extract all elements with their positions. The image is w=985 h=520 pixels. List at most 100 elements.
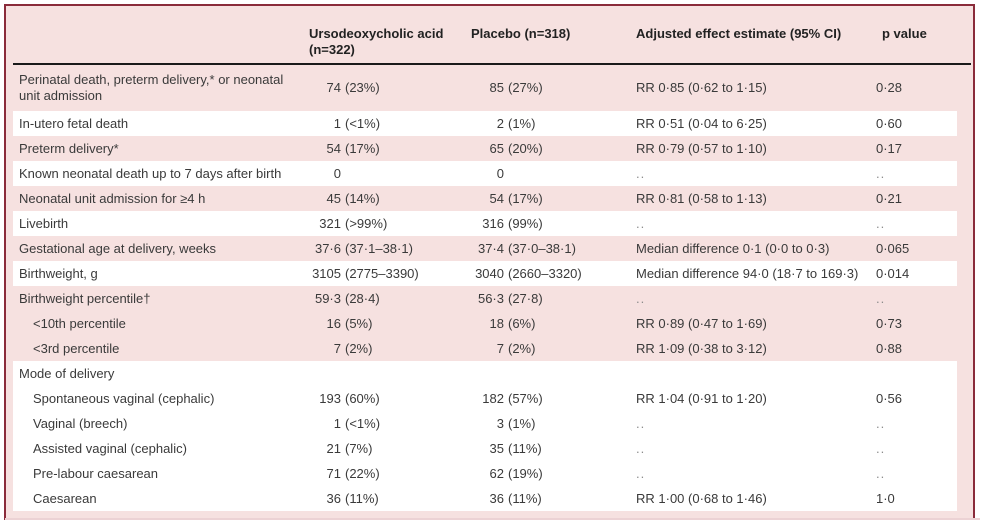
udca-value-number: 37·6 xyxy=(314,240,341,256)
placebo-value-detail: (2660–3320) xyxy=(508,265,582,281)
udca-value-detail: (60%) xyxy=(345,390,380,406)
table-row-cells: In-utero fetal death 1 (<1%) 2 (1%) RR 0·51 (… xyxy=(13,111,957,136)
udca-value-detail: (17%) xyxy=(345,140,380,156)
udca-value-number: 193 xyxy=(319,390,341,406)
p-value: .. xyxy=(876,165,886,181)
row-label: Gestational age at delivery, weeks xyxy=(19,240,217,256)
udca-value-detail: (7%) xyxy=(345,440,373,456)
effect-estimate-value: .. xyxy=(636,290,646,306)
row-label: Assisted vaginal (cephalic) xyxy=(33,440,187,456)
effect-estimate-value: RR 1·00 (0·68 to 1·46) xyxy=(636,490,767,506)
table-row: Neonatal unit admission for ≥4 h 45 (14%) 5… xyxy=(6,186,973,211)
udca-value-detail: (5%) xyxy=(345,315,373,331)
placebo-value-detail: (1%) xyxy=(508,115,536,131)
placebo-value-detail: (11%) xyxy=(508,440,542,456)
table-row-cells: Pre-labour caesarean 71 (22%) 62 (19%).... xyxy=(13,461,957,486)
table-row-cells: Assisted vaginal (cephalic) 21 (7%) 35 (11%)… xyxy=(13,436,957,461)
p-value: 0·56 xyxy=(876,390,903,406)
placebo-value-detail: (6%) xyxy=(508,315,536,331)
udca-value-detail: (23%) xyxy=(345,80,380,95)
table-row-cells: Caesarean 36 (11%) 36 (11%) RR 1·00 (0·68 to … xyxy=(13,486,957,511)
udca-value-number: 36 xyxy=(326,490,341,506)
udca-value-number: 54 xyxy=(326,140,341,156)
table-row-cells: Preterm delivery* 54 (17%) 65 (20%) RR 0·79 (… xyxy=(13,136,957,161)
effect-estimate-value: RR 0·79 (0·57 to 1·10) xyxy=(636,140,767,156)
table-row: Known neonatal death up to 7 days after … xyxy=(6,161,973,186)
udca-value-detail: (2775–3390) xyxy=(345,265,419,281)
row-label: Neonatal unit admission for ≥4 h xyxy=(19,190,206,206)
effect-estimate-value: .. xyxy=(636,415,646,431)
row-label: Livebirth xyxy=(19,215,69,231)
placebo-value-number: 3 xyxy=(496,415,504,431)
p-value: 0·014 xyxy=(876,265,910,281)
outcomes-table: Ursodeoxycholic acid (n=322) Placebo (n=… xyxy=(4,4,975,520)
effect-estimate-value: RR 1·04 (0·91 to 1·20) xyxy=(636,390,767,406)
udca-value-number: 3105 xyxy=(312,265,341,281)
p-value: 0·88 xyxy=(876,340,903,356)
header-row-label-column xyxy=(13,26,309,63)
p-value: .. xyxy=(876,215,886,231)
effect-estimate-value: RR 0·81 (0·58 to 1·13) xyxy=(636,190,767,206)
row-label: Preterm delivery* xyxy=(19,140,119,156)
header-udca-column: Ursodeoxycholic acid (n=322) xyxy=(309,26,444,57)
table-row-cells: Birthweight, g 3105 (2775–3390) 3040 (2660–3… xyxy=(13,261,957,286)
placebo-value-detail: (99%) xyxy=(508,215,543,231)
p-value: 0·17 xyxy=(876,140,903,156)
row-label: Birthweight, g xyxy=(19,265,98,281)
p-value: .. xyxy=(876,290,886,306)
placebo-value-detail: (2%) xyxy=(508,340,536,356)
table-row: Mode of delivery xyxy=(6,361,973,386)
p-value: .. xyxy=(876,440,886,456)
row-label: Birthweight percentile† xyxy=(19,290,151,306)
placebo-value-detail: (20%) xyxy=(508,140,543,156)
placebo-value-number: 18 xyxy=(489,315,504,331)
table-row: Gestational age at delivery, weeks 37·6 (3… xyxy=(6,236,973,261)
udca-value-detail: (11%) xyxy=(345,490,379,506)
header-placebo-column: Placebo (n=318) xyxy=(471,26,571,41)
table-row-cells: Known neonatal death up to 7 days after … xyxy=(13,161,957,186)
p-value: 0·60 xyxy=(876,115,903,131)
p-value: 0·28 xyxy=(876,80,903,95)
bottom-cutoff-strip xyxy=(5,518,980,520)
table-row-cells: Gestational age at delivery, weeks 37·6 (3… xyxy=(13,236,957,261)
placebo-value-detail: (17%) xyxy=(508,190,543,206)
header-pvalue-column: p value xyxy=(882,26,927,41)
udca-value-number: 21 xyxy=(326,440,341,456)
udca-value-number: 16 xyxy=(326,315,341,331)
udca-value-number: 45 xyxy=(326,190,341,206)
effect-estimate-value: .. xyxy=(636,440,646,456)
table-row: Caesarean 36 (11%) 36 (11%) RR 1·00 (0·68 to … xyxy=(6,486,973,511)
table-row: Assisted vaginal (cephalic) 21 (7%) 35 (11%)… xyxy=(6,436,973,461)
placebo-value-detail: (11%) xyxy=(508,490,542,506)
udca-value-detail: (28·4) xyxy=(345,290,380,306)
row-label: Mode of delivery xyxy=(19,365,115,381)
placebo-value-number: 2 xyxy=(496,115,504,131)
placebo-value-number: 182 xyxy=(482,390,504,406)
table-row: Birthweight, g 3105 (2775–3390) 3040 (2660–3… xyxy=(6,261,973,286)
udca-value-number: 321 xyxy=(319,215,341,231)
placebo-value-detail: (57%) xyxy=(508,390,543,406)
placebo-value-number: 316 xyxy=(482,215,504,231)
p-value: .. xyxy=(876,465,886,481)
table-row-cells: Vaginal (breech) 1 (<1%) 3 (1%).... xyxy=(13,411,957,436)
placebo-value-number: 56·3 xyxy=(477,290,504,306)
table-body: Perinatal death, preterm delivery,* or n… xyxy=(6,65,973,511)
effect-estimate-value: .. xyxy=(636,165,646,181)
row-label: <10th percentile xyxy=(33,315,126,331)
row-label: Pre-labour caesarean xyxy=(33,465,159,481)
placebo-value-number: 62 xyxy=(489,465,504,481)
table-row-cells: Livebirth 321 (>99%) 316 (99%).... xyxy=(13,211,957,236)
row-label: Vaginal (breech) xyxy=(33,415,128,431)
placebo-value-number: 0 xyxy=(496,165,504,181)
table-row: In-utero fetal death 1 (<1%) 2 (1%) RR 0·51 (… xyxy=(6,111,973,136)
p-value: .. xyxy=(876,415,886,431)
table-row: Livebirth 321 (>99%) 316 (99%).... xyxy=(6,211,973,236)
placebo-value-detail: (27·8) xyxy=(508,290,543,306)
placebo-value-number: 54 xyxy=(489,190,504,206)
table-row: Pre-labour caesarean 71 (22%) 62 (19%).... xyxy=(6,461,973,486)
effect-estimate-value: RR 1·09 (0·38 to 3·12) xyxy=(636,340,767,356)
row-label: <3rd percentile xyxy=(33,340,120,356)
table-row-cells: <3rd percentile 7 (2%) 7 (2%) RR 1·09 (0·38 t… xyxy=(13,336,957,361)
udca-value-detail: (>99%) xyxy=(345,215,388,231)
placebo-value-number: 36 xyxy=(489,490,504,506)
